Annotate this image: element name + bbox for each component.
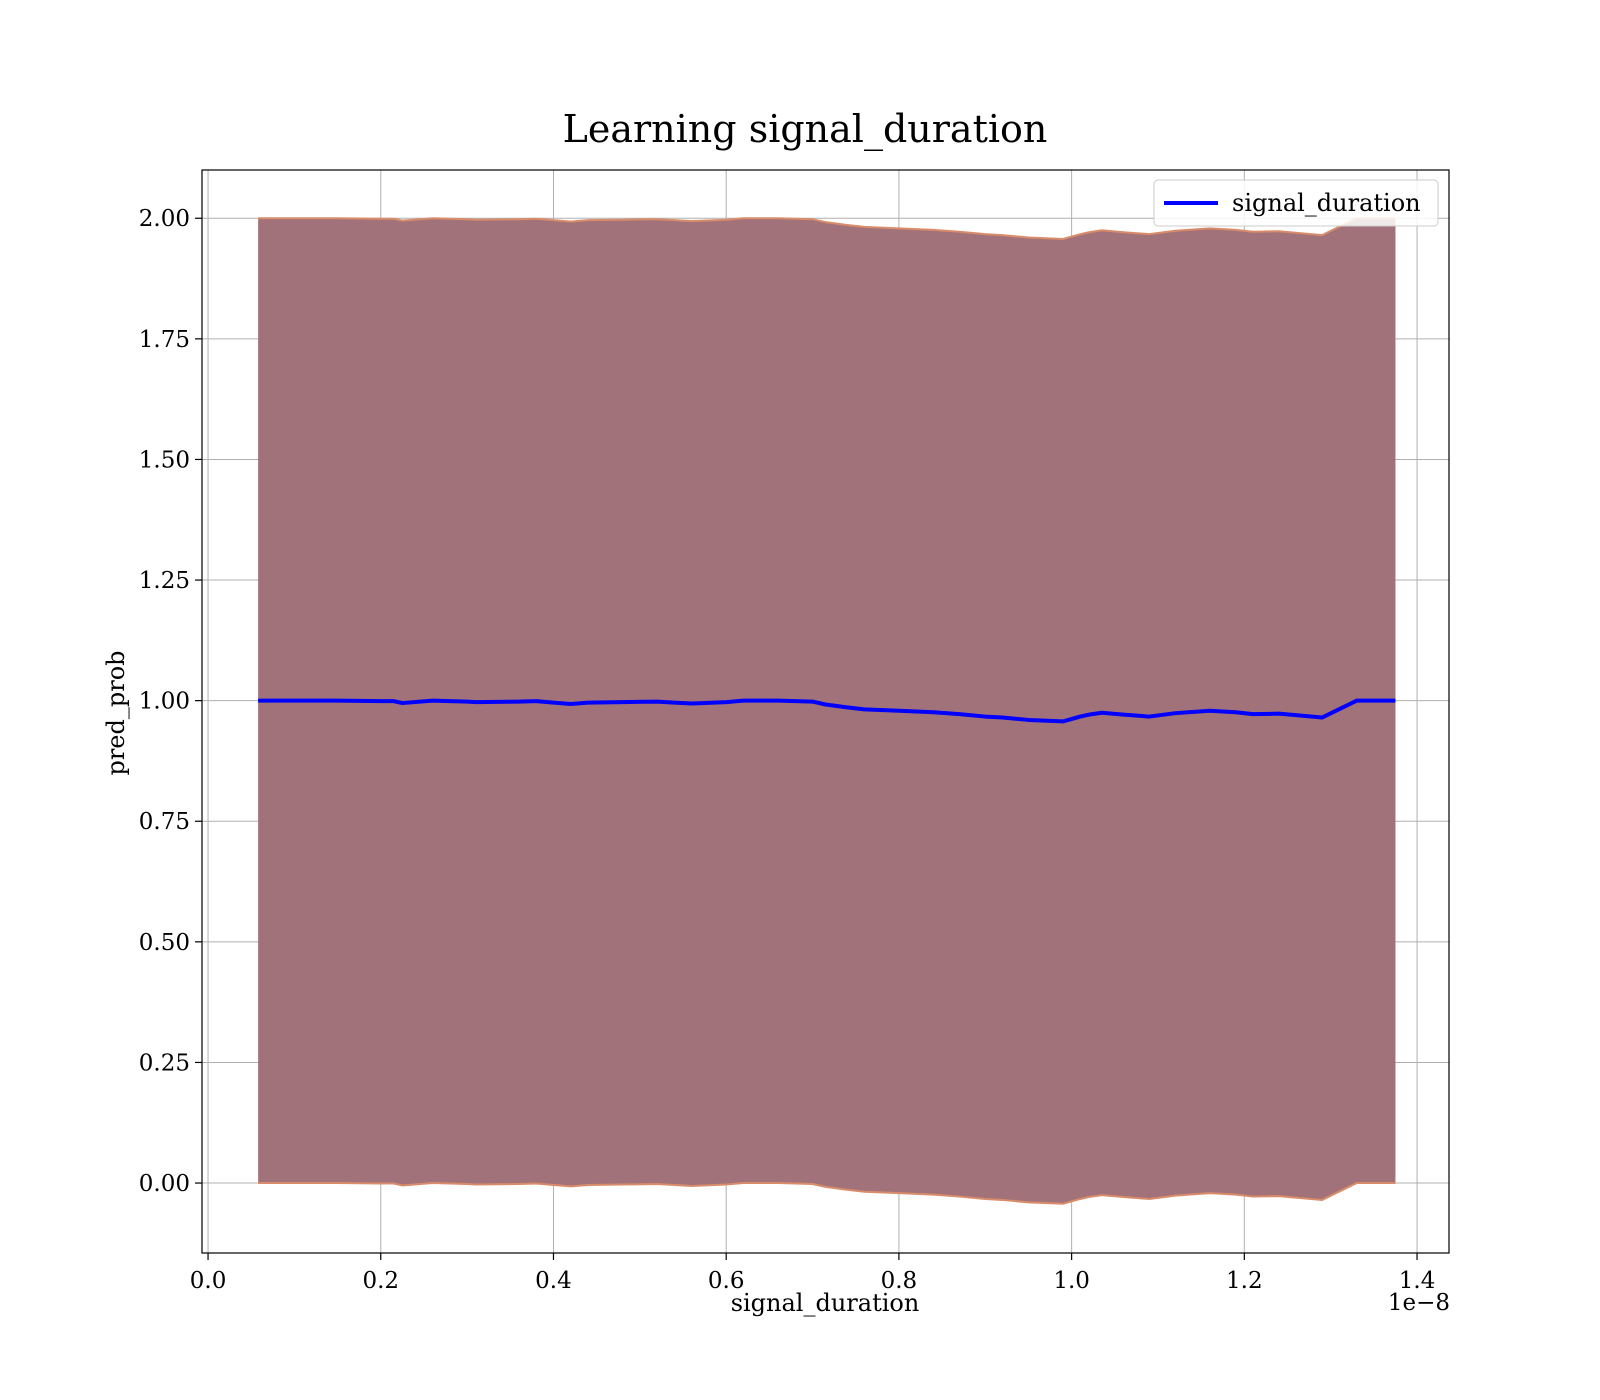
y-tick-label: 0.25 [139, 1050, 190, 1076]
x-tick-label: 1.4 [1399, 1268, 1436, 1294]
series-line [258, 698, 1396, 724]
series-lines [258, 698, 1396, 724]
x-tick-label: 0.2 [362, 1268, 399, 1294]
confidence-band-area [258, 218, 1396, 1204]
axis-ticks: 0.0 0.2 0.4 0.6 0.8 1.0 1.2 1.4 0.00 0.25 0.50 0.75… [139, 206, 1436, 1294]
y-tick-label: 2.00 [139, 206, 190, 232]
legend-box [1153, 179, 1439, 227]
x-tick-label: 1.2 [1226, 1268, 1263, 1294]
y-tick-label: 0.75 [139, 809, 190, 835]
x-tick-label: 1.0 [1053, 1268, 1090, 1294]
y-tick-label: 1.50 [139, 447, 190, 473]
confidence-band-lower-edge [258, 1182, 1396, 1205]
confidence-band [258, 217, 1396, 1205]
y-tick-label: 0.00 [139, 1171, 190, 1197]
y-tick-label: 1.25 [139, 568, 190, 594]
plot-frame [201, 169, 1450, 1254]
x-axis-label: signal_duration [731, 1289, 920, 1317]
y-tick-label: 1.75 [139, 327, 190, 353]
y-tick-label: 0.50 [139, 930, 190, 956]
legend: signal_duration [1153, 179, 1439, 227]
x-tick-label: 0.4 [535, 1268, 572, 1294]
y-tick-label: 1.00 [139, 689, 190, 715]
chart-title: Learning signal_duration [563, 107, 1048, 152]
x-axis-offset-label: 1e−8 [1388, 1290, 1450, 1316]
legend-label: signal_duration [1232, 189, 1421, 217]
y-axis-label: pred_prob [102, 650, 130, 775]
x-tick-label: 0.6 [708, 1268, 745, 1294]
x-tick-label: 0.0 [190, 1268, 227, 1294]
x-tick-label: 0.8 [881, 1268, 918, 1294]
confidence-band-upper-edge [258, 217, 1396, 240]
